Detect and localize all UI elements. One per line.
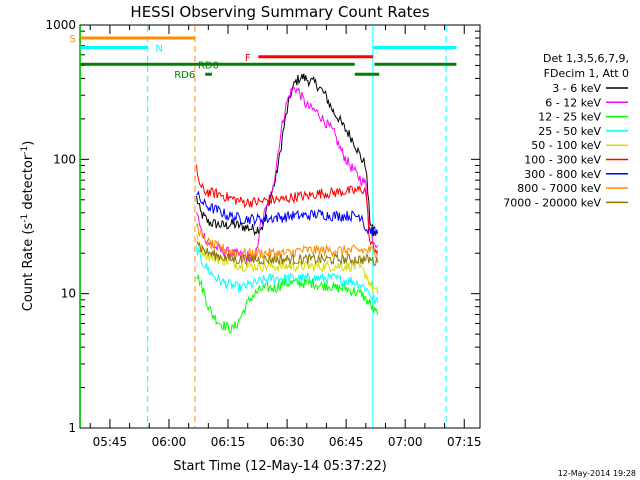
y-tick-label: 10	[61, 287, 76, 301]
x-axis-label: Start Time (12-May-14 05:37:22)	[173, 459, 387, 474]
series-line	[196, 190, 379, 236]
y-axis-label-mid: detector	[21, 154, 36, 214]
y-tick-label: 1	[68, 421, 76, 435]
legend-entry-label: 12 - 25 keV	[538, 111, 601, 124]
x-tick-label: 06:00	[152, 435, 187, 449]
legend-entry-label: 25 - 50 keV	[538, 125, 601, 138]
y-tick-label: 100	[53, 152, 76, 166]
footer-timestamp: 12-May-2014 19:28	[558, 469, 636, 478]
y-axis-label-suffix: )	[21, 141, 36, 146]
legend-header-line-2: FDecim 1, Att 0	[544, 67, 629, 80]
x-tick-label: 07:15	[447, 435, 482, 449]
series-line	[196, 233, 379, 294]
x-tick-label: 06:45	[329, 435, 364, 449]
flag-label-s: S	[69, 34, 75, 45]
flag-label-rd6: RD6	[174, 70, 195, 81]
plot-frame	[79, 24, 481, 429]
chart-title: HESSI Observing Summary Count Rates	[130, 3, 429, 21]
legend-entry-label: 50 - 100 keV	[531, 139, 601, 152]
series-line	[196, 164, 379, 255]
legend-entry-label: 300 - 800 keV	[524, 168, 601, 181]
legend-entry-label: 6 - 12 keV	[545, 96, 601, 109]
x-tick-label: 05:45	[93, 435, 128, 449]
flag-label-n: N	[155, 43, 162, 54]
series-line	[196, 274, 379, 335]
legend: Det 1,3,5,6,7,9, FDecim 1, Att 0 3 - 6 k…	[503, 52, 629, 209]
series-line	[196, 86, 379, 264]
series-line	[196, 73, 379, 237]
x-axis-ticks: 05:45 06:00 06:15 06:30 06:45 07:00 07:15	[89, 25, 482, 449]
series-line	[196, 241, 379, 267]
x-tick-label: 06:30	[270, 435, 305, 449]
x-tick-label: 07:00	[388, 435, 423, 449]
y-axis-label: Count Rate (s-1 detector-1)	[20, 141, 36, 312]
y-axis-label-prefix: Count Rate (s	[21, 223, 36, 312]
legend-entry-label: 100 - 300 keV	[524, 154, 601, 167]
legend-header-line-1: Det 1,3,5,6,7,9,	[543, 52, 629, 65]
flag-label-f: F	[245, 53, 251, 64]
flag-label-rd0: RD0	[198, 60, 219, 71]
y-tick-label: 1000	[45, 18, 76, 32]
y-axis-label-sup1: -1	[20, 214, 30, 223]
plot-area: 05:45 06:00 06:15 06:30 06:45 07:00 07:15 1 10 1…	[45, 18, 481, 449]
legend-entry-label: 3 - 6 keV	[552, 82, 601, 95]
series-line	[196, 245, 379, 305]
series-lines	[196, 73, 379, 335]
x-tick-label: 06:15	[211, 435, 246, 449]
series-line	[196, 223, 379, 260]
legend-entry-label: 800 - 7000 keV	[517, 182, 601, 195]
y-axis-label-sup2: -1	[20, 146, 30, 155]
legend-entry-label: 7000 - 20000 keV	[503, 196, 601, 209]
